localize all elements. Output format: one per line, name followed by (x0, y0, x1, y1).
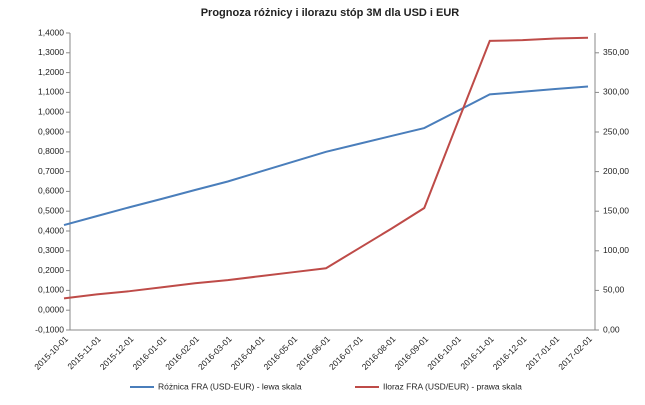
y-tick-label: 0,5000 (38, 205, 64, 215)
y-tick-label: 0,2000 (38, 265, 64, 275)
chart-title: Prognoza różnicy i ilorazu stóp 3M dla U… (201, 7, 460, 19)
y-tick-label: 0,0000 (38, 304, 64, 314)
x-tick-label: 2016-03-01 (196, 334, 234, 372)
x-tick-label: 2016-04-01 (229, 334, 267, 372)
y-tick-label: 0,7000 (38, 166, 64, 176)
x-tick-label: 2016-02-01 (163, 334, 201, 372)
y-tick-label: 0,4000 (38, 225, 64, 235)
y-tick-label: 1,3000 (38, 47, 64, 57)
x-tick-label: 2016-06-01 (294, 334, 332, 372)
y-tick-label: 0,6000 (38, 186, 64, 196)
x-tick-label: 2017-01-01 (523, 334, 561, 372)
y-tick-label: 0,3000 (38, 245, 64, 255)
y-tick-label: 0,1000 (38, 285, 64, 295)
legend-label: Iloraz FRA (USD/EUR) - prawa skala (383, 381, 522, 391)
y2-tick-label: 150,00 (603, 205, 629, 215)
y2-tick-label: 300,00 (603, 87, 629, 97)
series-line (63, 36, 589, 300)
x-tick-label: 2016-10-01 (425, 334, 463, 372)
y2-tick-label: 350,00 (603, 47, 629, 57)
y-tick-label: 1,4000 (38, 27, 64, 37)
y2-tick-label: 200,00 (603, 166, 629, 176)
x-tick-label: 2017-02-01 (556, 334, 594, 372)
legend-label: Różnica FRA (USD-EUR) - lewa skala (158, 381, 302, 391)
x-tick-label: 2016-12-01 (491, 334, 529, 372)
series-line (63, 85, 589, 227)
x-tick-label: 2015-12-01 (98, 334, 136, 372)
y2-tick-label: 0,00 (603, 324, 620, 334)
x-tick-label: 2016-08-01 (360, 334, 398, 372)
y2-tick-label: 250,00 (603, 126, 629, 136)
x-tick-label: 2016-05-01 (261, 334, 299, 372)
y2-tick-label: 100,00 (603, 245, 629, 255)
y2-tick-label: 50,00 (603, 285, 625, 295)
y-tick-label: -0,1000 (35, 324, 64, 334)
y-tick-label: 0,9000 (38, 126, 64, 136)
x-tick-label: 2016-09-01 (392, 334, 430, 372)
x-tick-label: 2016-01-01 (130, 334, 168, 372)
y-tick-label: 1,1000 (38, 87, 64, 97)
y-tick-label: 1,2000 (38, 67, 64, 77)
y-tick-label: 0,8000 (38, 146, 64, 156)
x-tick-label: 2016-07-01 (327, 334, 365, 372)
y-tick-label: 1,0000 (38, 106, 64, 116)
x-tick-label: 2015-10-01 (32, 334, 70, 372)
